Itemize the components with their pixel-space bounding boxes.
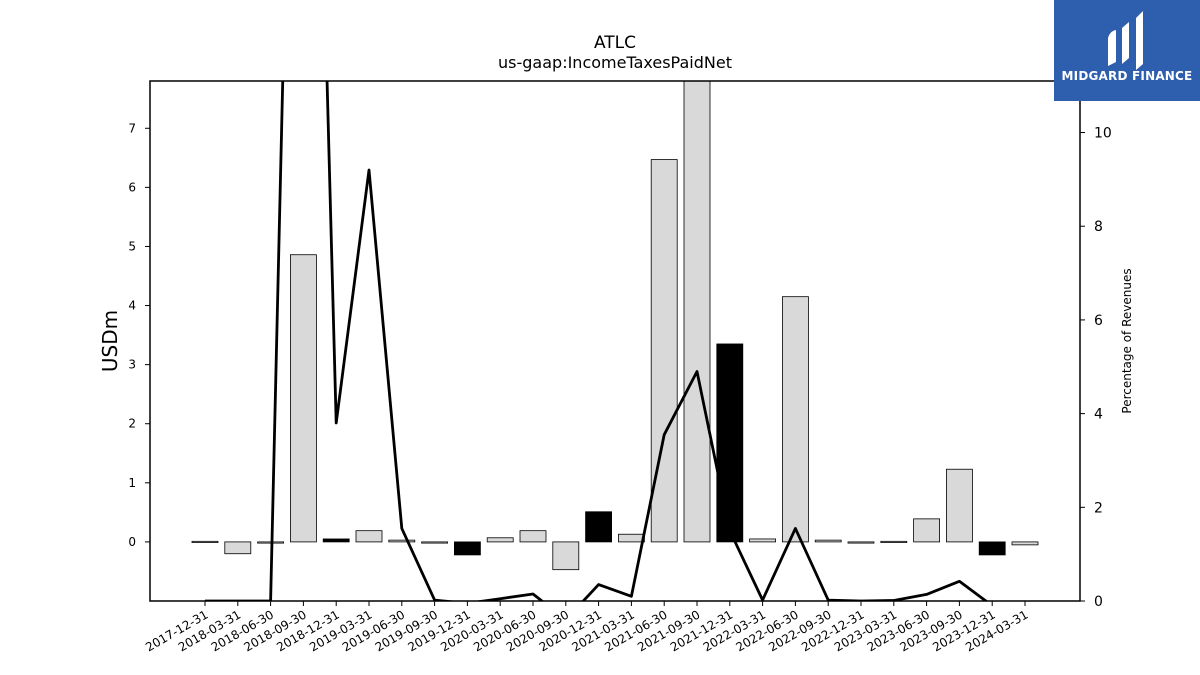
bar-2017-12-31: [191, 540, 219, 543]
bar-2020-12-31: [585, 511, 612, 543]
bar-2018-03-31: [224, 541, 252, 555]
bar-2020-09-30: [552, 541, 580, 571]
y-tick-label: 1: [128, 476, 136, 490]
y2-tick-label: 4: [1094, 407, 1103, 423]
bar-2022-09-30: [814, 539, 842, 543]
bar-2019-12-31: [453, 541, 481, 556]
y-tick-label: 0: [128, 535, 136, 549]
bar-2022-12-31: [847, 541, 875, 544]
y2-axis-label: Percentage of Revenues: [1120, 268, 1134, 413]
x-ticks: 2017-12-312018-03-312018-06-302018-09-30…: [143, 601, 1031, 654]
bar-2022-06-30: [782, 296, 809, 543]
y-tick-label: 2: [128, 417, 136, 431]
plot-frame: [149, 80, 1081, 602]
y2-tick-label: 0: [1094, 594, 1103, 610]
y2-ticks: 0 2 4 6 8 10: [1080, 126, 1112, 610]
y-tick-label: 4: [128, 299, 136, 313]
bar-2021-09-30: [683, 81, 711, 543]
y-tick-label: 3: [128, 358, 136, 372]
y2-tick-label: 10: [1094, 126, 1112, 142]
y-ticks: 0 1 2 3 4 5 6 7: [128, 121, 150, 549]
y-axis-label: USDm: [98, 310, 122, 372]
bar-2019-06-30: [388, 539, 416, 543]
line-group: [205, 81, 989, 601]
revenue-percentage-line: [205, 81, 989, 601]
y-tick-label: 5: [128, 239, 136, 253]
bar-2024-03-31: [1011, 541, 1039, 546]
bar-2018-12-31: [322, 538, 350, 543]
bar-2018-09-30: [289, 254, 317, 543]
bar-2020-03-31: [486, 537, 514, 543]
bar-2023-03-31: [880, 540, 908, 543]
y2-tick-label: 6: [1094, 313, 1103, 329]
bar-2021-12-31: [716, 343, 744, 543]
bar-2021-03-31: [618, 533, 645, 543]
y2-tick-label: 8: [1094, 219, 1103, 235]
bars-group: [191, 81, 1039, 571]
bar-2019-09-30: [421, 541, 449, 544]
bar-2022-03-31: [749, 538, 776, 543]
bar-2023-06-30: [913, 518, 940, 543]
bar-2019-03-31: [355, 530, 383, 543]
midgard-logo-icon: [1108, 11, 1143, 70]
midgard-finance-logo: MIDGARD FINANCE: [1054, 0, 1200, 101]
chart-subtitle: us-gaap:IncomeTaxesPaidNet: [498, 53, 732, 72]
bar-2023-09-30: [946, 468, 973, 543]
y-tick-label: 6: [128, 180, 136, 194]
bar-2020-06-30: [519, 530, 547, 543]
bar-2023-12-31: [978, 541, 1006, 556]
chart-title: ATLC: [594, 33, 636, 53]
y-tick-label: 7: [128, 121, 136, 135]
y2-tick-label: 2: [1094, 500, 1103, 516]
logo-text: MIDGARD FINANCE: [1061, 69, 1193, 83]
